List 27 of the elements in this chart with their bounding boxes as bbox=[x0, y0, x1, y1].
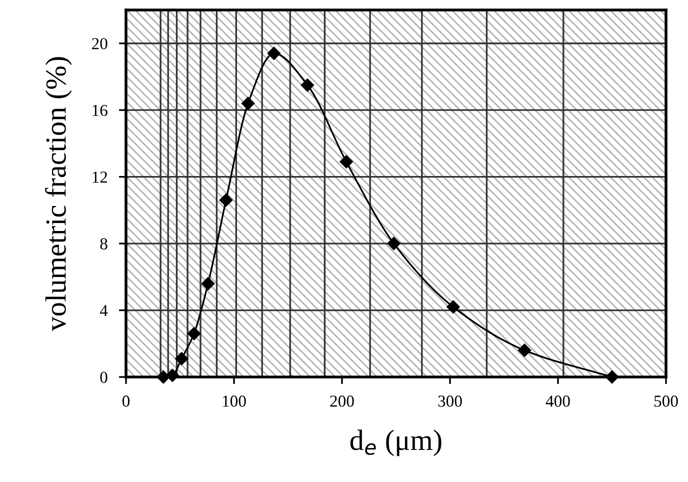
x-tick-label: 100 bbox=[222, 396, 246, 407]
point bbox=[175, 352, 188, 366]
point bbox=[605, 370, 619, 384]
point bbox=[219, 194, 233, 207]
y-axis-title: volumetric fraction (%) bbox=[45, 57, 72, 332]
x-tick-label: 500 bbox=[654, 396, 678, 407]
x-axis-title: d$_{e}$ (μm) bbox=[350, 430, 442, 456]
x-tick-label: 400 bbox=[546, 396, 570, 407]
y-tick-label: 16 bbox=[92, 104, 108, 116]
y-tick-label: 12 bbox=[92, 172, 108, 183]
point bbox=[518, 344, 532, 357]
point bbox=[446, 300, 460, 314]
point bbox=[300, 78, 314, 92]
x-tick-label: 200 bbox=[330, 396, 354, 407]
point bbox=[267, 46, 281, 60]
y-tick-label: 4 bbox=[100, 305, 108, 316]
x-tick-label: 300 bbox=[438, 396, 462, 407]
point bbox=[340, 155, 353, 168]
point bbox=[241, 96, 255, 110]
y-tick-label: 8 bbox=[100, 238, 108, 250]
x-tick-label: 0 bbox=[122, 396, 130, 407]
y-tick-label: 0 bbox=[100, 372, 108, 383]
point bbox=[201, 276, 215, 290]
point bbox=[166, 368, 180, 382]
y-tick-label: 20 bbox=[92, 38, 108, 50]
point bbox=[187, 327, 201, 340]
point bbox=[387, 236, 400, 250]
